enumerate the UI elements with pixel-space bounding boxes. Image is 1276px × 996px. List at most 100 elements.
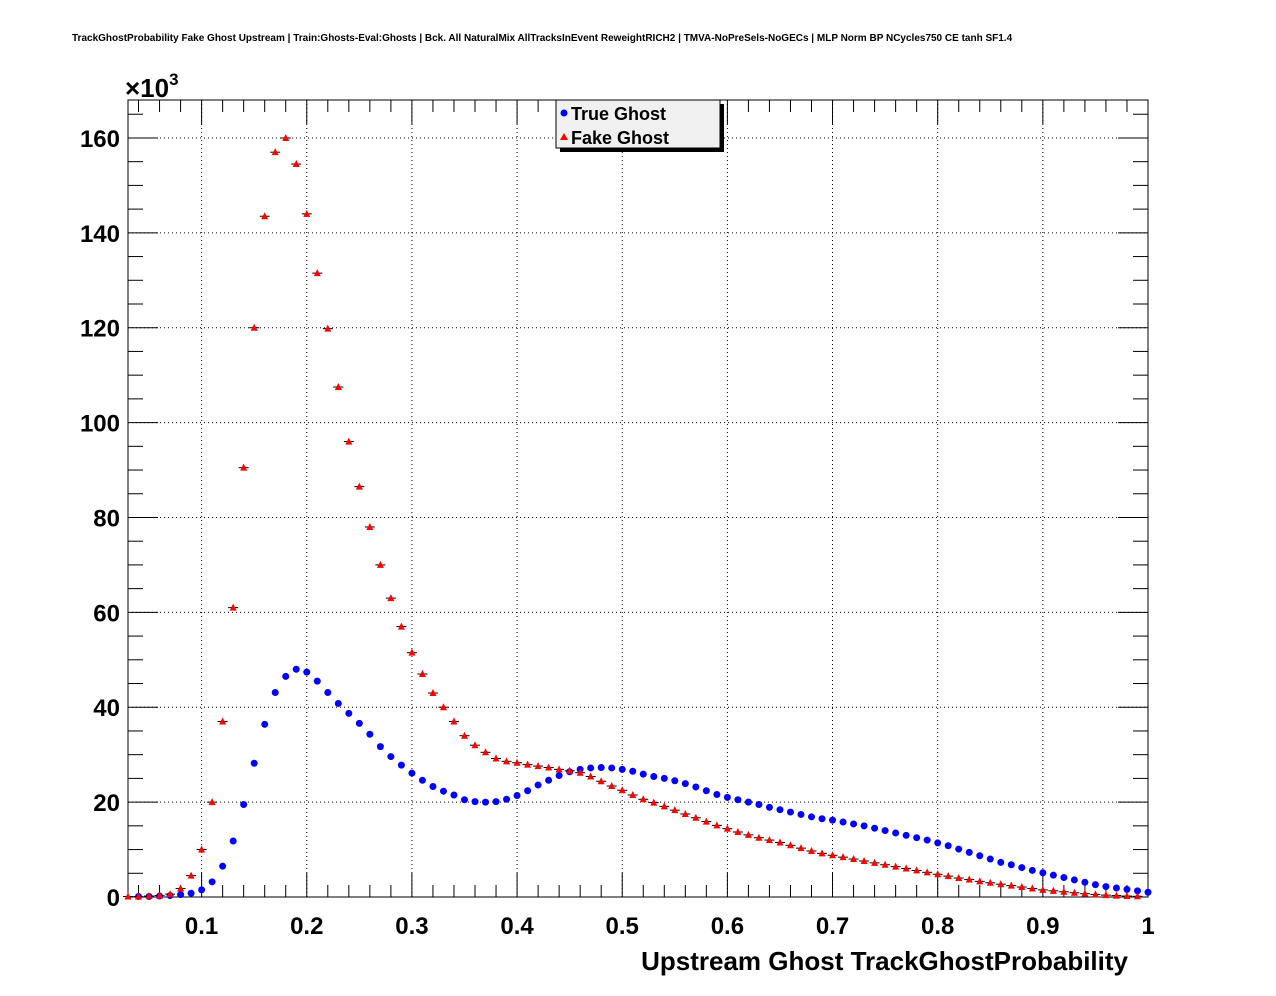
y-tick-label: 60: [93, 600, 120, 627]
true-ghost-point: [997, 858, 1005, 866]
true-ghost-point: [713, 791, 721, 799]
fake-ghost-point: [324, 324, 332, 332]
fake-ghost-point: [913, 866, 921, 874]
true-ghost-point: [818, 815, 826, 823]
fake-ghost-point: [797, 844, 805, 852]
true-ghost-point: [460, 796, 468, 804]
true-ghost-point: [965, 848, 973, 856]
fake-ghost-point: [1018, 883, 1026, 891]
fake-ghost-point: [997, 880, 1005, 888]
fake-ghost-point: [156, 891, 164, 899]
fake-ghost-point: [1091, 890, 1099, 898]
true-ghost-point: [503, 795, 511, 803]
true-ghost-point: [597, 763, 605, 771]
true-ghost-point: [187, 889, 195, 897]
fake-ghost-point: [250, 323, 258, 331]
true-ghost-point: [723, 793, 731, 801]
true-ghost-point: [808, 813, 816, 821]
fake-ghost-point: [871, 858, 879, 866]
true-ghost-point: [671, 777, 679, 785]
x-tick-label: 0.9: [1026, 913, 1059, 940]
true-ghost-point: [271, 689, 279, 697]
fake-ghost-point: [429, 689, 437, 697]
fake-ghost-point: [639, 795, 647, 803]
true-ghost-point: [976, 852, 984, 860]
true-ghost-point: [986, 855, 994, 863]
x-tick-label: 0.8: [921, 913, 954, 940]
fake-ghost-point: [660, 802, 668, 810]
true-ghost-point: [345, 709, 353, 717]
fake-ghost-point: [482, 748, 490, 756]
fake-ghost-point: [1112, 891, 1120, 899]
true-ghost-point: [944, 842, 952, 850]
true-ghost-point: [292, 665, 300, 673]
fake-ghost-point: [608, 781, 616, 789]
true-ghost-point: [555, 772, 563, 780]
true-ghost-point: [608, 764, 616, 772]
legend-marker-true-ghost: [560, 109, 568, 117]
fake-ghost-point: [555, 765, 563, 773]
true-ghost-point: [1112, 884, 1120, 892]
true-ghost-point: [408, 769, 416, 777]
legend-label-true-ghost: True Ghost: [571, 104, 666, 124]
true-ghost-point: [934, 839, 942, 847]
true-ghost-point: [366, 730, 374, 738]
true-ghost-point: [313, 677, 321, 685]
true-ghost-point: [744, 798, 752, 806]
true-ghost-point: [913, 834, 921, 842]
fake-ghost-point: [397, 622, 405, 630]
true-ghost-point: [513, 791, 521, 799]
fake-ghost-point: [187, 871, 195, 879]
fake-ghost-point: [313, 269, 321, 277]
true-ghost-point: [282, 672, 290, 680]
series-true-ghost: [135, 665, 1152, 901]
fake-ghost-point: [408, 648, 416, 656]
true-ghost-point: [397, 761, 405, 769]
true-ghost-point: [692, 783, 700, 791]
true-ghost-point: [229, 837, 237, 845]
true-ghost-point: [797, 810, 805, 818]
fake-ghost-point: [850, 855, 858, 863]
fake-ghost-point: [650, 798, 658, 806]
fake-ghost-point: [944, 872, 952, 880]
fake-ghost-point: [618, 786, 626, 794]
true-ghost-point: [177, 891, 185, 899]
fake-ghost-point: [261, 212, 269, 220]
true-ghost-point: [923, 836, 931, 844]
fake-ghost-point: [229, 603, 237, 611]
fake-ghost-point: [177, 884, 185, 892]
true-ghost-point: [902, 831, 910, 839]
plot-frame: [127, 99, 1149, 898]
fake-ghost-point: [471, 741, 479, 749]
x-tick-label: 0.3: [395, 913, 428, 940]
chart-title: TrackGhostProbability Fake Ghost Upstrea…: [72, 33, 1013, 44]
true-ghost-point: [334, 699, 342, 707]
fake-ghost-point: [902, 864, 910, 872]
fake-ghost-point: [439, 703, 447, 711]
true-ghost-point: [829, 816, 837, 824]
y-tick-label: 140: [80, 221, 120, 248]
fake-ghost-point: [786, 841, 794, 849]
true-ghost-point: [639, 770, 647, 778]
true-ghost-point: [429, 782, 437, 790]
fake-ghost-point: [387, 594, 395, 602]
true-ghost-point: [734, 796, 742, 804]
fake-ghost-point: [545, 763, 553, 771]
y-tick-label: 20: [93, 790, 120, 817]
x-tick-label: 0.2: [290, 913, 323, 940]
fake-ghost-point: [755, 833, 763, 841]
true-ghost-point: [839, 818, 847, 826]
true-ghost-point: [250, 759, 258, 767]
fake-ghost-point: [366, 522, 374, 530]
fake-ghost-point: [744, 830, 752, 838]
y-tick-label: 120: [80, 316, 120, 343]
y-tick-label: 80: [93, 505, 120, 532]
true-ghost-point: [198, 886, 206, 894]
true-ghost-point: [1091, 881, 1099, 889]
true-ghost-point: [629, 767, 637, 775]
true-ghost-point: [450, 791, 458, 799]
true-ghost-point: [881, 827, 889, 835]
fake-ghost-point: [986, 878, 994, 886]
true-ghost-point: [1007, 861, 1015, 869]
legend-label-fake-ghost: Fake Ghost: [571, 128, 669, 148]
